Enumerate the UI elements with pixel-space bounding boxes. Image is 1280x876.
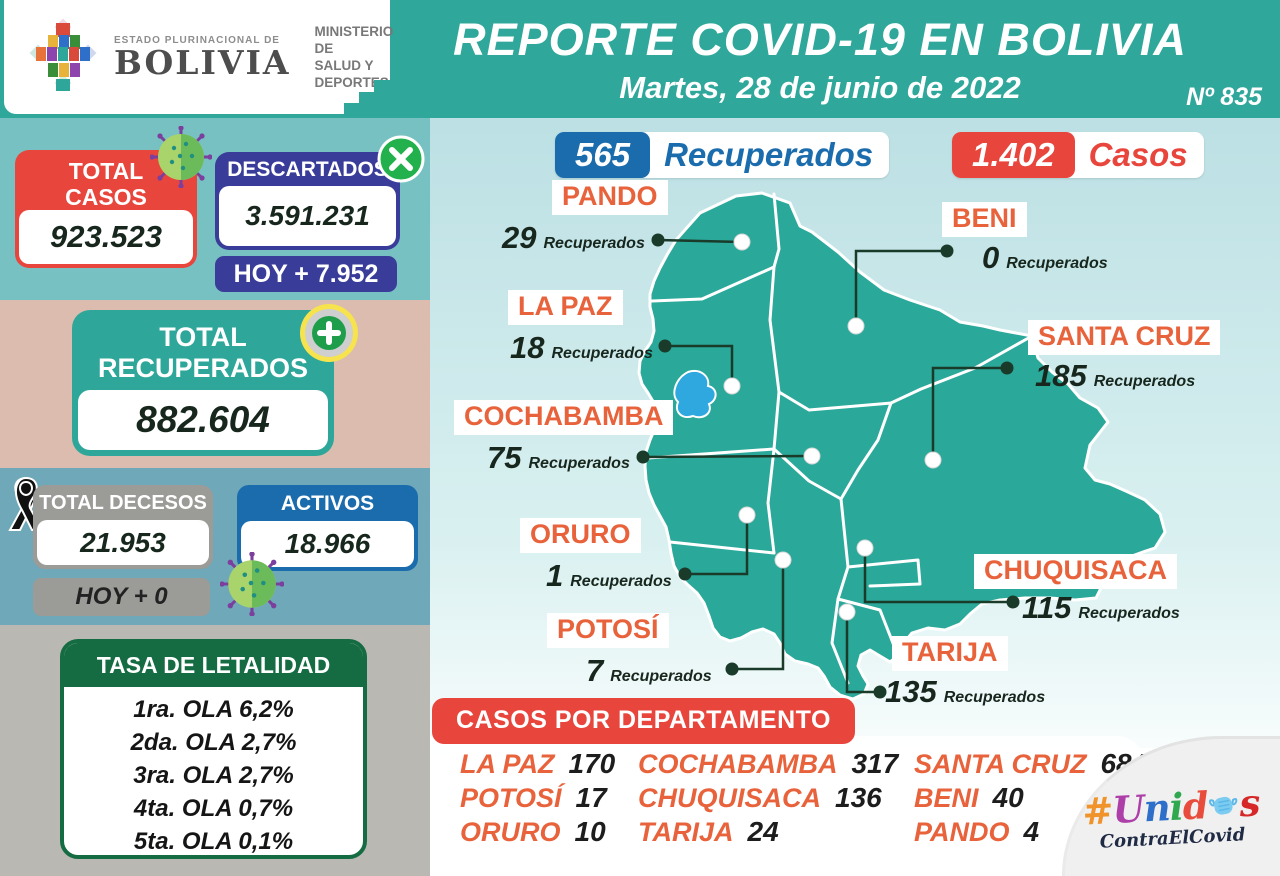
report-number: Nº 835 [1186, 83, 1262, 111]
department-label-cochabamba: COCHABAMBA [454, 400, 674, 435]
map-point-santacruz [924, 451, 942, 469]
callout-label-dots [636, 233, 1020, 699]
table-row: TARIJA 24 [630, 816, 789, 850]
table-row: POTOSÍ 17 [452, 782, 617, 816]
total-decesos-value: 21.953 [37, 520, 209, 565]
plus-circle-icon [300, 304, 358, 362]
total-casos-label-1: TOTAL [68, 158, 144, 184]
tasa-letalidad-box: TASA DE LETALIDAD 1ra. OLA 6,2% 2da. OLA… [60, 639, 367, 859]
map-point-lapaz [723, 377, 741, 395]
virus-icon [150, 126, 212, 188]
activos-box: ACTIVOS 18.966 [237, 485, 418, 571]
table-row: BENI 40 [906, 782, 1034, 816]
department-count-pando: 29 Recuperados [502, 220, 645, 255]
total-decesos-box: TOTAL DECESOS 21.953 [33, 485, 213, 569]
department-label-pando: PANDO [552, 180, 668, 215]
department-label-beni: BENI [942, 202, 1027, 237]
header: REPORTE COVID-19 EN BOLIVIA Martes, 28 d… [0, 0, 1280, 118]
section-total-recuperados: TOTAL RECUPERADOS 882.604 [0, 300, 430, 468]
callout-lines [642, 238, 1013, 694]
section-total-casos: TOTAL CASOS 923.523 DESCARTADOS 3.591.23… [0, 118, 430, 300]
department-count-oruro: 1 Recuperados [546, 558, 672, 593]
total-casos-value: 923.523 [19, 210, 193, 264]
map-point-tarija [838, 603, 856, 621]
map-point-dots [723, 233, 942, 621]
department-count-cochabamba: 75 Recuperados [487, 440, 630, 475]
face-mask-icon [1208, 786, 1240, 824]
department-label-chuquisaca: CHUQUISACA [974, 554, 1178, 589]
department-borders [646, 192, 1034, 685]
department-label-tarija: TARIJA [892, 636, 1008, 671]
tasa-row-4: 4ta. OLA 0,7% [133, 795, 294, 822]
table-row: LA PAZ 170 [452, 748, 626, 782]
table-row: ORURO 10 [452, 816, 616, 850]
section-decesos-activos: TOTAL DECESOS 21.953 HOY + 0 ACTIVOS 18.… [0, 468, 430, 625]
map-point-chuquisaca [856, 539, 874, 557]
map-point-oruro [738, 506, 756, 524]
cases-by-department-title: CASOS POR DEPARTAMENTO [432, 698, 855, 744]
total-recuperados-box: TOTAL RECUPERADOS 882.604 [72, 310, 334, 456]
map-point-potosi [774, 551, 792, 569]
descartados-today: HOY + 7.952 [215, 256, 397, 292]
map-point-beni [847, 317, 865, 335]
lake-titicaca [673, 370, 717, 419]
logo-country-text: BOLIVIA [114, 42, 291, 82]
map-area: 565 Recuperados 1.402 Casos PANDO 29 Recu… [430, 118, 1280, 876]
department-count-santacruz: 185 Recuperados [1035, 358, 1196, 393]
cases-total-value: 1.402 [952, 132, 1075, 178]
virus-icon [220, 552, 284, 616]
activos-value: 18.966 [241, 521, 414, 567]
cases-total-label: Casos [1088, 136, 1188, 173]
unidos-contra-el-covid-logo: #Unid s ContraElCovid [1068, 780, 1276, 853]
tasa-row-1: 1ra. OLA 6,2% [133, 696, 294, 723]
table-row: COCHABAMBA 317 [630, 748, 909, 782]
total-decesos-label: TOTAL DECESOS [39, 492, 207, 514]
descartados-box: DESCARTADOS 3.591.231 [215, 152, 400, 250]
cases-total-badge: 1.402 Casos [952, 132, 1204, 178]
department-count-lapaz: 18 Recuperados [510, 330, 653, 365]
descartados-value: 3.591.231 [219, 186, 396, 246]
tasa-letalidad-title: TASA DE LETALIDAD [64, 643, 363, 687]
map-point-pando [733, 233, 751, 251]
recovered-total-badge: 565 Recuperados [555, 132, 890, 178]
map-point-cochabamba [803, 447, 821, 465]
descartados-label: DESCARTADOS [227, 158, 388, 181]
department-label-potosi: POTOSÍ [547, 613, 669, 648]
total-recuperados-label-2: RECUPERADOS [97, 353, 309, 383]
stair-step-decoration [344, 80, 390, 114]
recovered-total-label: Recuperados [664, 136, 874, 173]
table-row: SANTA CRUZ 684 [906, 748, 1158, 782]
table-row: PANDO 4 [906, 816, 1050, 850]
discarded-x-icon [377, 135, 425, 183]
page-title: REPORTE COVID-19 EN BOLIVIA [453, 14, 1187, 65]
department-label-lapaz: LA PAZ [508, 290, 623, 325]
total-casos-label-2: CASOS [65, 184, 147, 210]
department-label-oruro: ORURO [520, 518, 641, 553]
tasa-row-3: 3ra. OLA 2,7% [133, 762, 294, 789]
tasa-row-5: 5ta. OLA 0,1% [133, 828, 294, 855]
section-tasa-letalidad: TASA DE LETALIDAD 1ra. OLA 6,2% 2da. OLA… [0, 625, 430, 876]
decesos-today: HOY + 0 [33, 578, 210, 616]
activos-label: ACTIVOS [280, 492, 375, 515]
ministry-line2: SALUD Y DEPORTES [314, 58, 389, 90]
government-logo-box: ESTADO PLURINACIONAL DE BOLIVIA MINISTER… [4, 0, 393, 114]
table-row: CHUQUISACA 136 [630, 782, 892, 816]
logo-estado-text: ESTADO PLURINACIONAL DE [114, 34, 280, 46]
tasa-row-2: 2da. OLA 2,7% [130, 729, 297, 756]
department-count-chuquisaca: 115 Recuperados [1022, 590, 1180, 625]
department-count-tarija: 135 Recuperados [885, 674, 1046, 709]
total-recuperados-value: 882.604 [78, 390, 328, 450]
recovered-total-value: 565 [555, 132, 651, 178]
total-recuperados-label-1: TOTAL [159, 322, 247, 352]
department-count-beni: 0 Recuperados [982, 240, 1108, 275]
department-label-santacruz: SANTA CRUZ [1028, 320, 1221, 355]
ministry-line1: MINISTERIO DE [314, 24, 394, 56]
department-count-potosi: 7 Recuperados [586, 653, 712, 688]
report-date: Martes, 28 de junio de 2022 [619, 70, 1021, 105]
bolivia-state-emblem-icon [29, 18, 97, 92]
